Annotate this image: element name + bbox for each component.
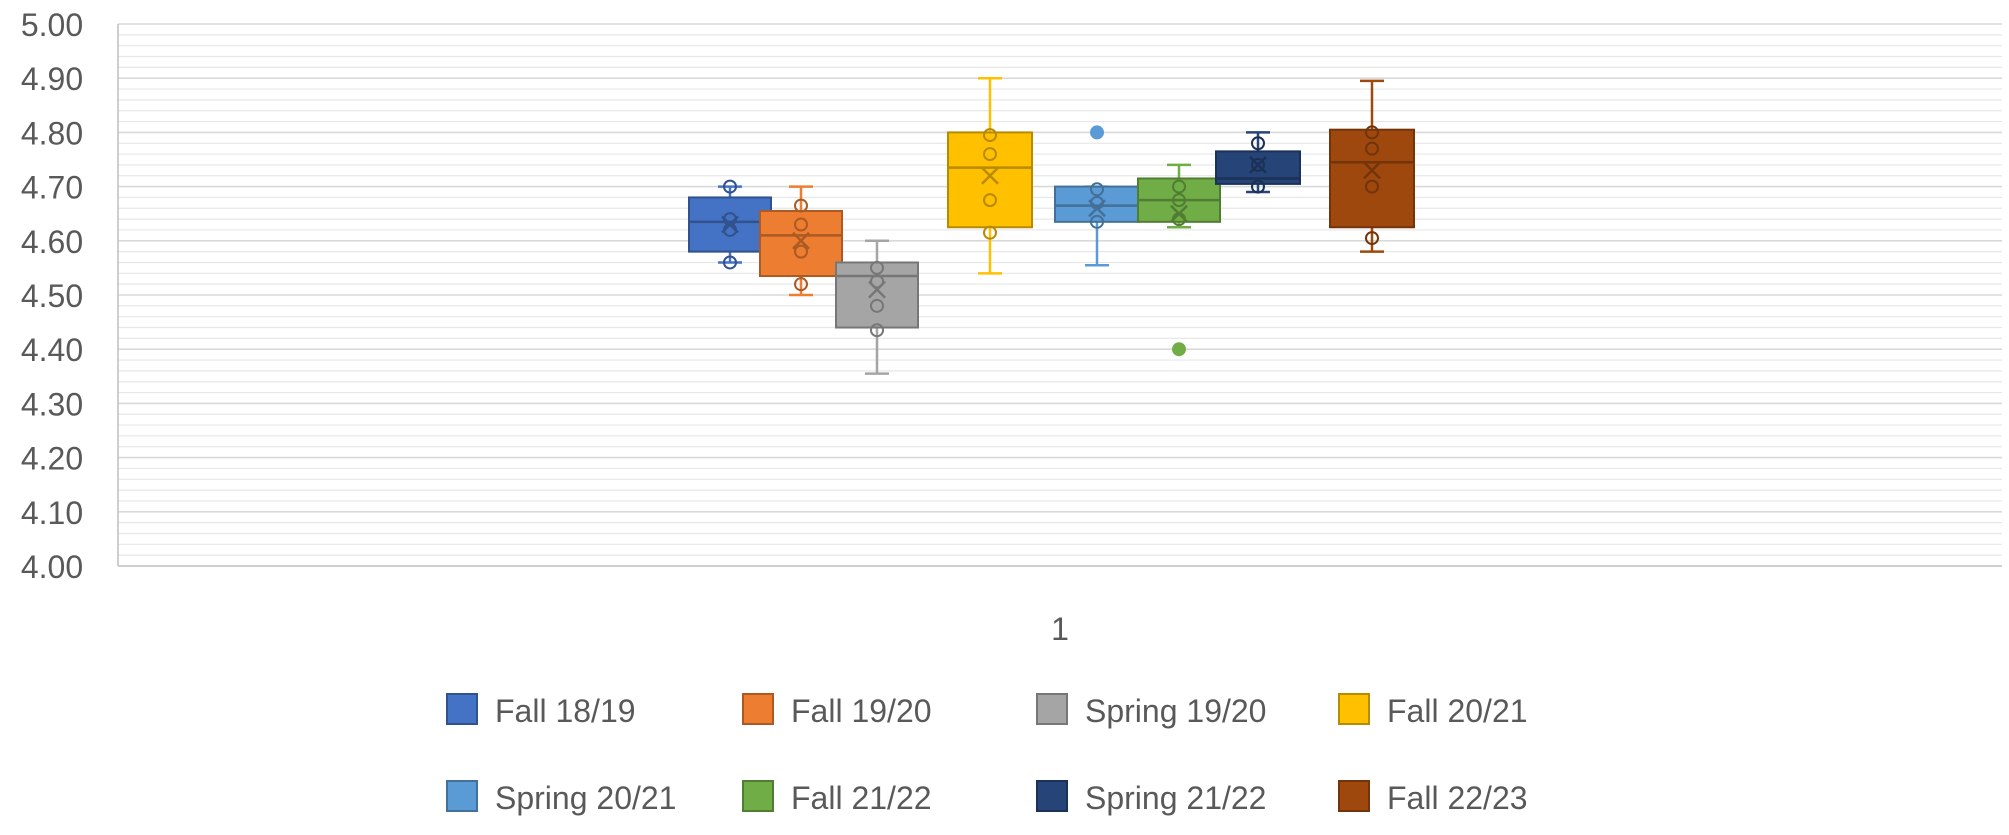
box-spring-19-20 bbox=[835, 239, 919, 375]
data-point bbox=[1251, 157, 1265, 172]
legend-item: Fall 19/20 bbox=[742, 693, 932, 729]
box-iqr bbox=[835, 261, 919, 329]
legend-swatch bbox=[446, 780, 478, 812]
legend-swatch bbox=[1338, 693, 1370, 725]
box-iqr bbox=[947, 131, 1033, 229]
y-tick-label: 4.80 bbox=[21, 115, 83, 151]
legend-swatch bbox=[1036, 693, 1068, 725]
legend-label: Fall 19/20 bbox=[791, 693, 932, 729]
box-fall-21-22 bbox=[1137, 163, 1221, 357]
data-point bbox=[983, 128, 997, 143]
legend-label: Spring 19/20 bbox=[1085, 693, 1266, 729]
data-point bbox=[1365, 125, 1379, 140]
mean-marker bbox=[1249, 156, 1267, 174]
legend: Fall 18/19 Fall 19/20 Spring 19/20 Fall 20/… bbox=[446, 693, 1528, 816]
data-point bbox=[983, 193, 997, 208]
legend-swatch bbox=[1338, 780, 1370, 812]
box-iqr bbox=[759, 209, 843, 278]
data-point bbox=[870, 274, 884, 289]
legend-swatch bbox=[446, 693, 478, 725]
box-iqr bbox=[1329, 128, 1415, 229]
y-tick-label: 4.50 bbox=[21, 278, 83, 314]
legend-swatch bbox=[742, 780, 774, 812]
mean-marker bbox=[792, 231, 810, 250]
data-point bbox=[1365, 179, 1379, 194]
legend-item: Spring 19/20 bbox=[1036, 693, 1266, 729]
legend-swatch bbox=[1036, 780, 1068, 812]
mean-marker bbox=[1363, 161, 1381, 180]
data-point bbox=[1365, 231, 1379, 246]
y-tick-label: 5.00 bbox=[21, 7, 83, 43]
data-point bbox=[1090, 182, 1104, 197]
data-point bbox=[1365, 141, 1379, 156]
legend-item: Spring 21/22 bbox=[1036, 780, 1266, 816]
outlier-point bbox=[1090, 125, 1104, 140]
data-point bbox=[983, 225, 997, 240]
legend-swatch bbox=[742, 693, 774, 725]
boxes bbox=[688, 76, 1415, 375]
data-point bbox=[1090, 214, 1104, 229]
box-fall-20-21 bbox=[947, 76, 1033, 275]
legend-label: Spring 21/22 bbox=[1085, 780, 1266, 816]
y-tick-label: 4.90 bbox=[21, 61, 83, 97]
y-tick-label: 4.00 bbox=[21, 549, 83, 585]
legend-item: Fall 21/22 bbox=[742, 780, 932, 816]
y-tick-label: 4.20 bbox=[21, 441, 83, 477]
legend-label: Fall 20/21 bbox=[1387, 693, 1528, 729]
data-point bbox=[1172, 193, 1186, 208]
box-fall-22-23 bbox=[1329, 79, 1415, 253]
x-axis: 1 bbox=[1051, 611, 1069, 647]
gridlines bbox=[118, 23, 2002, 556]
legend-label: Fall 22/23 bbox=[1387, 780, 1528, 816]
x-category-label: 1 bbox=[1051, 611, 1069, 647]
mean-marker bbox=[721, 215, 739, 234]
box-fall-18-19 bbox=[688, 179, 772, 270]
data-point bbox=[723, 179, 737, 194]
legend-item: Spring 20/21 bbox=[446, 780, 676, 816]
mean-marker bbox=[1170, 204, 1188, 223]
data-point bbox=[870, 260, 884, 275]
data-point bbox=[1251, 179, 1265, 194]
legend-item: Fall 20/21 bbox=[1338, 693, 1528, 729]
mean-marker bbox=[868, 280, 886, 299]
legend-label: Spring 20/21 bbox=[495, 780, 676, 816]
mean-marker bbox=[981, 166, 999, 185]
y-axis: 4.00 4.10 4.20 4.30 4.40 4.50 4.60 4.70 4.80 4.90… bbox=[21, 7, 2002, 585]
data-point bbox=[870, 323, 884, 338]
data-point bbox=[723, 255, 737, 270]
outlier-point bbox=[1172, 342, 1186, 357]
legend-item: Fall 18/19 bbox=[446, 693, 636, 729]
box-fall-19-20 bbox=[759, 185, 843, 297]
legend-item: Fall 22/23 bbox=[1338, 780, 1528, 816]
data-point bbox=[870, 298, 884, 313]
data-point bbox=[794, 198, 808, 213]
data-point bbox=[1172, 179, 1186, 194]
y-tick-label: 4.70 bbox=[21, 170, 83, 206]
data-point bbox=[1251, 136, 1265, 151]
legend-label: Fall 18/19 bbox=[495, 693, 636, 729]
box-spring-21-22 bbox=[1215, 131, 1301, 194]
data-point bbox=[794, 277, 808, 292]
y-tick-label: 4.60 bbox=[21, 224, 83, 260]
y-tick-label: 4.40 bbox=[21, 332, 83, 368]
y-tick-label: 4.10 bbox=[21, 495, 83, 531]
y-tick-label: 4.30 bbox=[21, 386, 83, 422]
data-point bbox=[983, 147, 997, 162]
data-point bbox=[794, 244, 808, 259]
data-point bbox=[794, 217, 808, 232]
legend-label: Fall 21/22 bbox=[791, 780, 932, 816]
mean-marker bbox=[1088, 199, 1106, 218]
box-spring-20-21 bbox=[1054, 125, 1140, 267]
